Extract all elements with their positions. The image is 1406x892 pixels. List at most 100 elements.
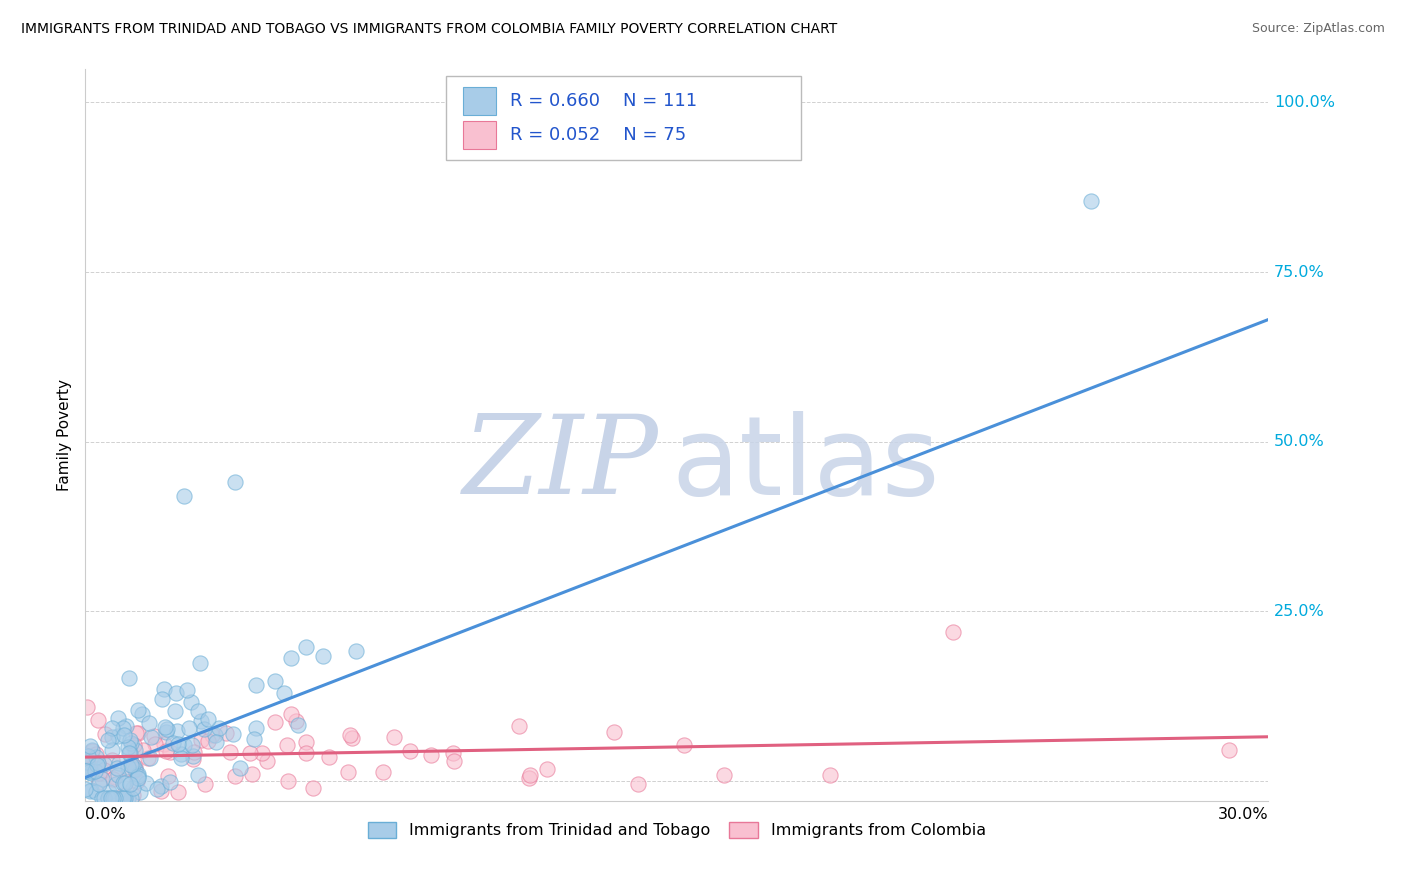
Point [122, 788, 145, 802]
Point [112, 721, 135, 735]
Point [250, 746, 273, 760]
Point [77, 764, 100, 779]
Point [80, 766, 103, 780]
Point [76, 755, 98, 769]
Point [90, 790, 112, 805]
Point [340, 731, 363, 746]
Point [153, 681, 176, 696]
Point [245, 678, 267, 692]
Point [117, 760, 139, 774]
Point [101, 730, 124, 744]
Point [93, 763, 115, 777]
Text: 50.0%: 50.0% [1274, 434, 1324, 450]
Point [173, 738, 195, 752]
Point [197, 733, 219, 747]
Point [101, 772, 124, 787]
Point [87, 766, 110, 780]
Point [165, 686, 187, 700]
Point [166, 737, 188, 751]
Point [942, 624, 965, 639]
Point [150, 692, 173, 706]
Point [276, 738, 298, 752]
Point [673, 738, 696, 752]
Point [181, 738, 204, 752]
Point [127, 771, 149, 785]
Text: Source: ZipAtlas.com: Source: ZipAtlas.com [1251, 22, 1385, 36]
Point [107, 767, 129, 781]
Point [79, 739, 101, 754]
Point [382, 730, 405, 744]
Point [295, 746, 318, 760]
Point [339, 728, 361, 742]
Point [170, 751, 193, 765]
Point [87, 713, 110, 727]
Point [180, 695, 202, 709]
Point [122, 758, 145, 772]
Point [159, 774, 181, 789]
Point [1218, 743, 1240, 757]
Point [301, 780, 323, 795]
Point [108, 756, 131, 771]
Point [139, 750, 162, 764]
Point [215, 726, 238, 740]
Point [146, 782, 169, 797]
Point [100, 753, 122, 767]
Point [183, 745, 205, 759]
Point [118, 777, 141, 791]
Point [277, 774, 299, 789]
Point [100, 790, 122, 805]
Point [181, 752, 204, 766]
Point [107, 711, 129, 725]
Point [519, 768, 541, 782]
Text: 100.0%: 100.0% [1274, 95, 1336, 110]
Point [224, 768, 246, 782]
Point [120, 755, 142, 769]
Point [107, 730, 129, 744]
Point [201, 727, 224, 741]
Point [176, 683, 198, 698]
Point [295, 735, 318, 749]
Point [76, 699, 98, 714]
Point [91, 772, 114, 786]
Point [76, 755, 98, 769]
Point [94, 727, 117, 741]
Point [713, 768, 735, 782]
Point [97, 733, 120, 747]
Point [127, 767, 149, 781]
Point [93, 790, 115, 805]
Point [136, 751, 159, 765]
Point [441, 746, 464, 760]
Point [75, 747, 97, 762]
Point [187, 768, 209, 782]
Point [131, 707, 153, 722]
Point [129, 785, 152, 799]
Point [150, 780, 173, 794]
Point [82, 743, 104, 757]
Point [285, 714, 308, 728]
Point [399, 744, 422, 758]
Point [194, 777, 217, 791]
Point [139, 731, 162, 745]
Point [153, 720, 176, 734]
Point [135, 775, 157, 789]
Point [86, 763, 108, 777]
Point [155, 724, 177, 739]
Point [86, 757, 108, 772]
Point [120, 736, 142, 750]
Y-axis label: Family Poverty: Family Poverty [58, 379, 72, 491]
Point [138, 715, 160, 730]
Point [124, 762, 146, 776]
Point [105, 762, 128, 776]
Point [287, 718, 309, 732]
Point [118, 762, 141, 776]
Point [127, 703, 149, 717]
Point [100, 721, 122, 735]
Point [245, 721, 267, 735]
Point [173, 489, 195, 503]
Point [218, 745, 240, 759]
Point [115, 719, 138, 733]
Point [318, 750, 340, 764]
Point [536, 762, 558, 776]
Point [190, 714, 212, 728]
Point [264, 715, 287, 730]
